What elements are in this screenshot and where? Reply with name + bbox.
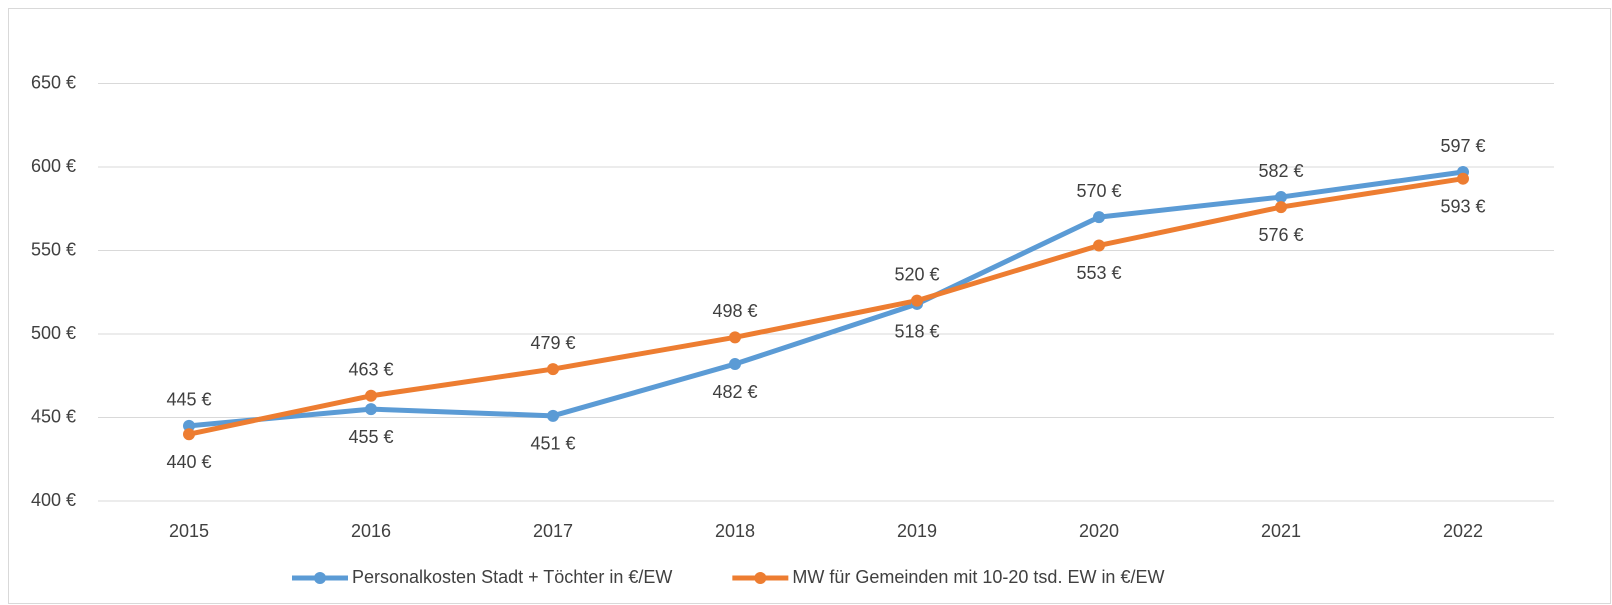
data-point xyxy=(547,363,559,376)
data-label: 597 € xyxy=(1440,136,1485,156)
x-tick-label: 2017 xyxy=(533,521,573,541)
data-point xyxy=(1093,211,1105,224)
data-label: 482 € xyxy=(712,382,757,402)
chart-border xyxy=(8,8,1611,604)
data-label: 518 € xyxy=(894,322,939,342)
y-tick-label: 450 € xyxy=(31,406,76,426)
data-point xyxy=(1093,239,1105,252)
data-label: 520 € xyxy=(894,264,939,284)
y-tick-label: 650 € xyxy=(31,72,76,92)
data-point xyxy=(183,419,195,432)
data-label: 576 € xyxy=(1258,225,1303,245)
legend-marker xyxy=(754,572,767,584)
data-point xyxy=(365,403,377,416)
data-label: 451 € xyxy=(530,434,575,454)
series-line xyxy=(188,169,1464,429)
data-point xyxy=(729,358,741,371)
data-label: 498 € xyxy=(712,301,757,321)
data-point xyxy=(547,409,559,422)
data-point xyxy=(183,428,195,441)
data-label: 463 € xyxy=(348,360,393,380)
data-point xyxy=(365,389,377,402)
data-label: 593 € xyxy=(1440,196,1485,216)
data-label: 445 € xyxy=(166,390,211,410)
y-tick-label: 500 € xyxy=(31,323,76,343)
data-label: 553 € xyxy=(1076,263,1121,283)
data-point xyxy=(1275,191,1287,204)
data-point xyxy=(911,294,923,307)
y-tick-label: 600 € xyxy=(31,156,76,176)
x-tick-label: 2018 xyxy=(715,521,755,541)
legend-label: Personalkosten Stadt + Töchter in €/EW xyxy=(352,567,672,587)
data-label: 582 € xyxy=(1258,161,1303,181)
series-line xyxy=(188,176,1464,437)
data-point xyxy=(729,331,741,344)
legend-label: MW für Gemeinden mit 10-20 tsd. EW in €/… xyxy=(792,567,1164,587)
data-label: 440 € xyxy=(166,452,211,472)
legend-marker xyxy=(314,572,326,584)
x-tick-label: 2020 xyxy=(1079,521,1119,541)
x-tick-label: 2022 xyxy=(1443,521,1483,541)
y-tick-label: 400 € xyxy=(31,490,76,510)
x-tick-label: 2016 xyxy=(351,521,391,541)
data-label: 479 € xyxy=(530,333,575,353)
data-label: 455 € xyxy=(348,427,393,447)
data-label: 570 € xyxy=(1076,181,1121,201)
x-tick-label: 2019 xyxy=(897,521,937,541)
x-tick-label: 2021 xyxy=(1261,521,1301,541)
y-tick-label: 550 € xyxy=(31,239,76,259)
data-point xyxy=(1457,172,1469,185)
x-tick-label: 2015 xyxy=(169,521,209,541)
data-point xyxy=(1275,201,1287,214)
